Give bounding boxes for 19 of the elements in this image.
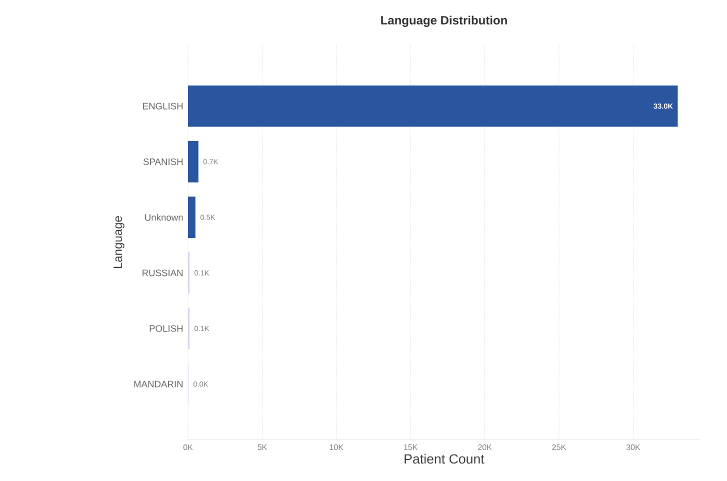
x-tick-label: 5K xyxy=(258,444,268,450)
x-tick-label: 15K xyxy=(404,444,418,450)
chart-title: Language Distribution xyxy=(381,16,507,27)
bar xyxy=(188,85,678,127)
y-tick-label: SPANISH xyxy=(143,158,183,166)
y-tick-label: MANDARIN xyxy=(134,380,183,388)
x-tick-label: 20K xyxy=(478,444,492,450)
y-tick-label: POLISH xyxy=(150,325,183,332)
x-tick-label: 0K xyxy=(183,444,193,450)
x-tick-label: 25K xyxy=(552,444,566,450)
x-tick-label: 30K xyxy=(626,444,640,450)
y-axis-title: Language xyxy=(114,216,124,268)
x-axis-title: Patient Count xyxy=(404,454,484,464)
y-tick-label: ENGLISH xyxy=(143,102,183,110)
y-tick-label: Unknown xyxy=(145,214,183,221)
y-tick-label: RUSSIAN xyxy=(142,270,183,276)
bar xyxy=(188,196,196,238)
bar xyxy=(188,141,198,182)
x-tick-label: 10K xyxy=(330,444,344,450)
